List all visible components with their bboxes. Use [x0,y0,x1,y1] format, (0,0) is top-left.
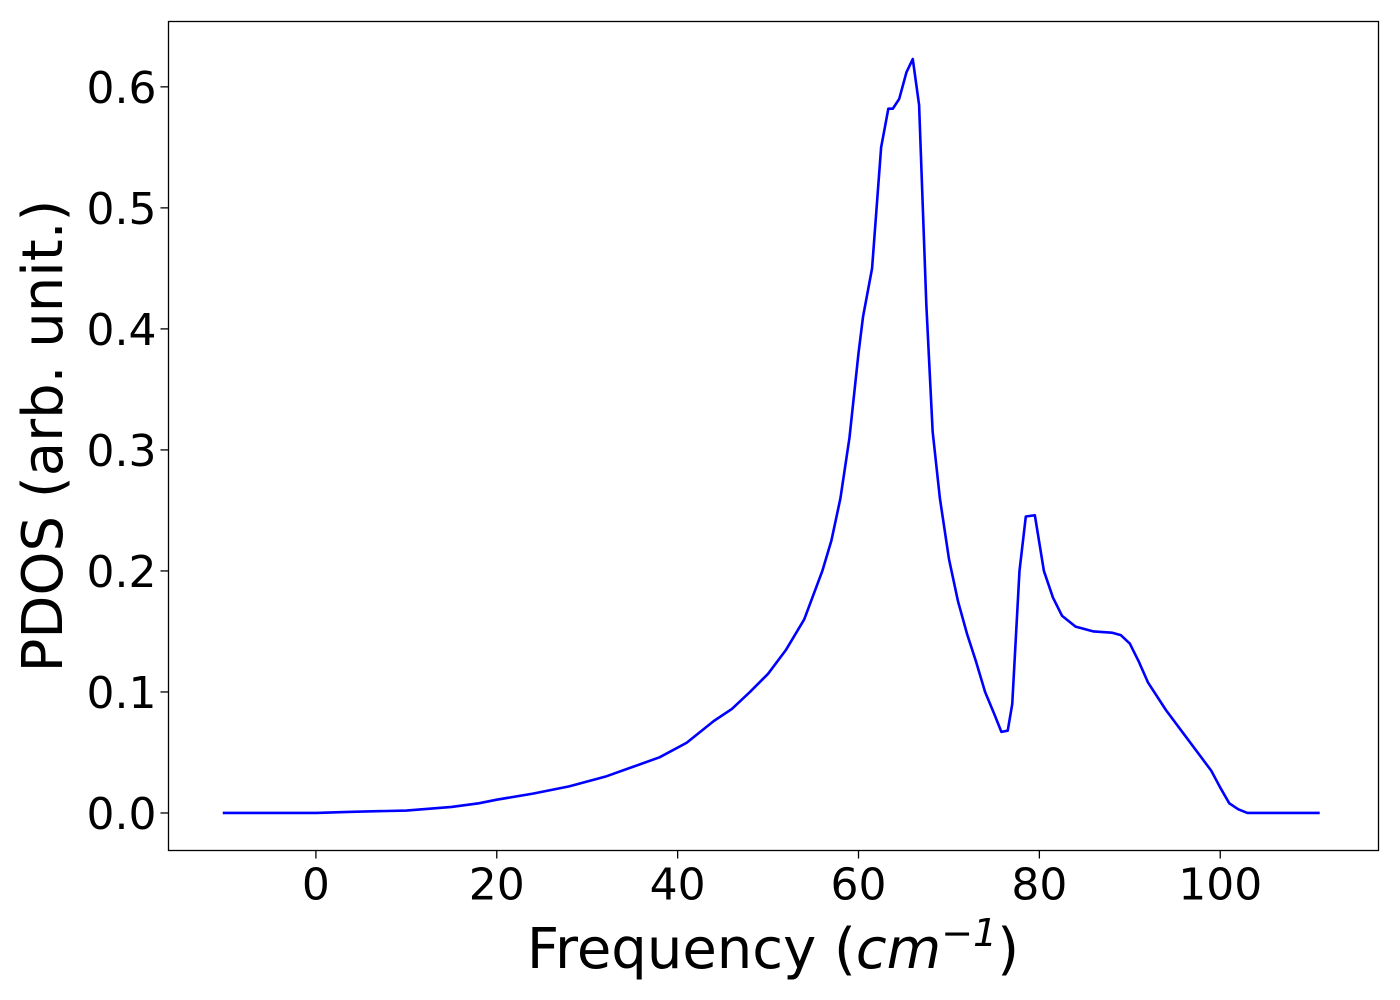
x-tick-label: 100 [1178,860,1262,911]
y-tick-label: 0.3 [87,426,157,477]
y-tick-label: 0.1 [87,668,157,719]
x-tick-label: 60 [831,860,887,911]
x-tick-label: 0 [302,860,330,911]
x-tick-label: 80 [1011,860,1067,911]
y-tick-label: 0.5 [87,184,157,235]
y-tick-label: 0.4 [87,305,157,356]
y-tick-label: 0.6 [87,63,157,114]
plot-frame [167,20,1380,852]
x-tick-label: 40 [650,860,706,911]
x-axis: 0 20 40 60 80 100 [302,850,1262,911]
y-tick-label: 0.2 [87,547,157,598]
x-axis-label: Frequency (cm−1) [527,911,1019,982]
y-axis: 0.0 0.1 0.2 0.3 0.4 0.5 0.6 [87,63,169,840]
y-axis-label: PDOS (arb. unit.) [11,200,76,673]
pdos-series-line [222,57,1320,815]
y-tick-label: 0.0 [87,789,157,840]
x-tick-label: 20 [469,860,525,911]
